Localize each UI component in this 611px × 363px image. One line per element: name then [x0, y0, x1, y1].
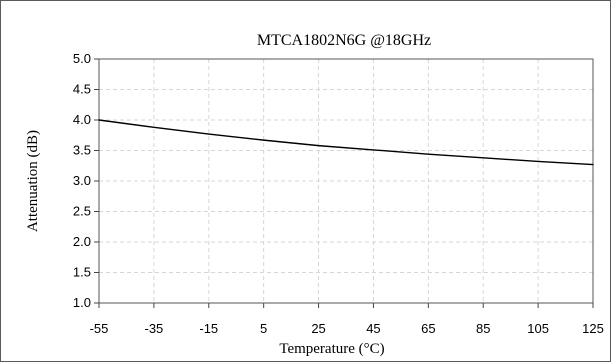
series-point [537, 160, 539, 162]
y-tick-label: 3.0 [73, 173, 91, 188]
x-tick-label: 65 [421, 321, 435, 336]
series-point [592, 163, 594, 165]
y-tick-label: 4.5 [73, 82, 91, 97]
x-tick-label: 125 [582, 321, 604, 336]
series-point [427, 153, 429, 155]
series-layer [98, 119, 594, 166]
x-tick-label: -35 [144, 321, 163, 336]
series-point [372, 149, 374, 151]
x-tick-label: 5 [260, 321, 267, 336]
series-point [153, 126, 155, 128]
series-point [317, 144, 319, 146]
series-line [98, 119, 594, 166]
y-tick-label: 1.0 [73, 295, 91, 310]
x-tick-label: 105 [527, 321, 549, 336]
x-ticks-layer: -55 -35 -15 5 25 45 65 85 105 125 [90, 303, 604, 336]
x-tick-label: -15 [199, 321, 218, 336]
series-point [98, 119, 100, 121]
y-tick-label: 2.5 [73, 204, 91, 219]
series-point [262, 139, 264, 141]
y-tick-label: 4.0 [73, 112, 91, 127]
y-tick-label: 2.0 [73, 234, 91, 249]
chart-title: MTCA1802N6G @18GHz [257, 32, 431, 49]
y-tick-label: 3.5 [73, 143, 91, 158]
y-ticks-layer: 1.0 1.5 2.0 2.5 3.0 3.5 4.0 4.5 5.0 [73, 51, 99, 310]
x-tick-label: -55 [90, 321, 109, 336]
series-point [482, 157, 484, 159]
grid-layer [98, 58, 594, 304]
y-tick-label: 5.0 [73, 51, 91, 66]
series-point [208, 133, 210, 135]
x-tick-label: 25 [311, 321, 325, 336]
x-tick-label: 45 [366, 321, 380, 336]
x-axis-label: Temperature (°C) [279, 341, 384, 357]
x-tick-label: 85 [476, 321, 490, 336]
y-axis-label: Attenuation (dB) [25, 130, 41, 232]
y-tick-label: 1.5 [73, 265, 91, 280]
